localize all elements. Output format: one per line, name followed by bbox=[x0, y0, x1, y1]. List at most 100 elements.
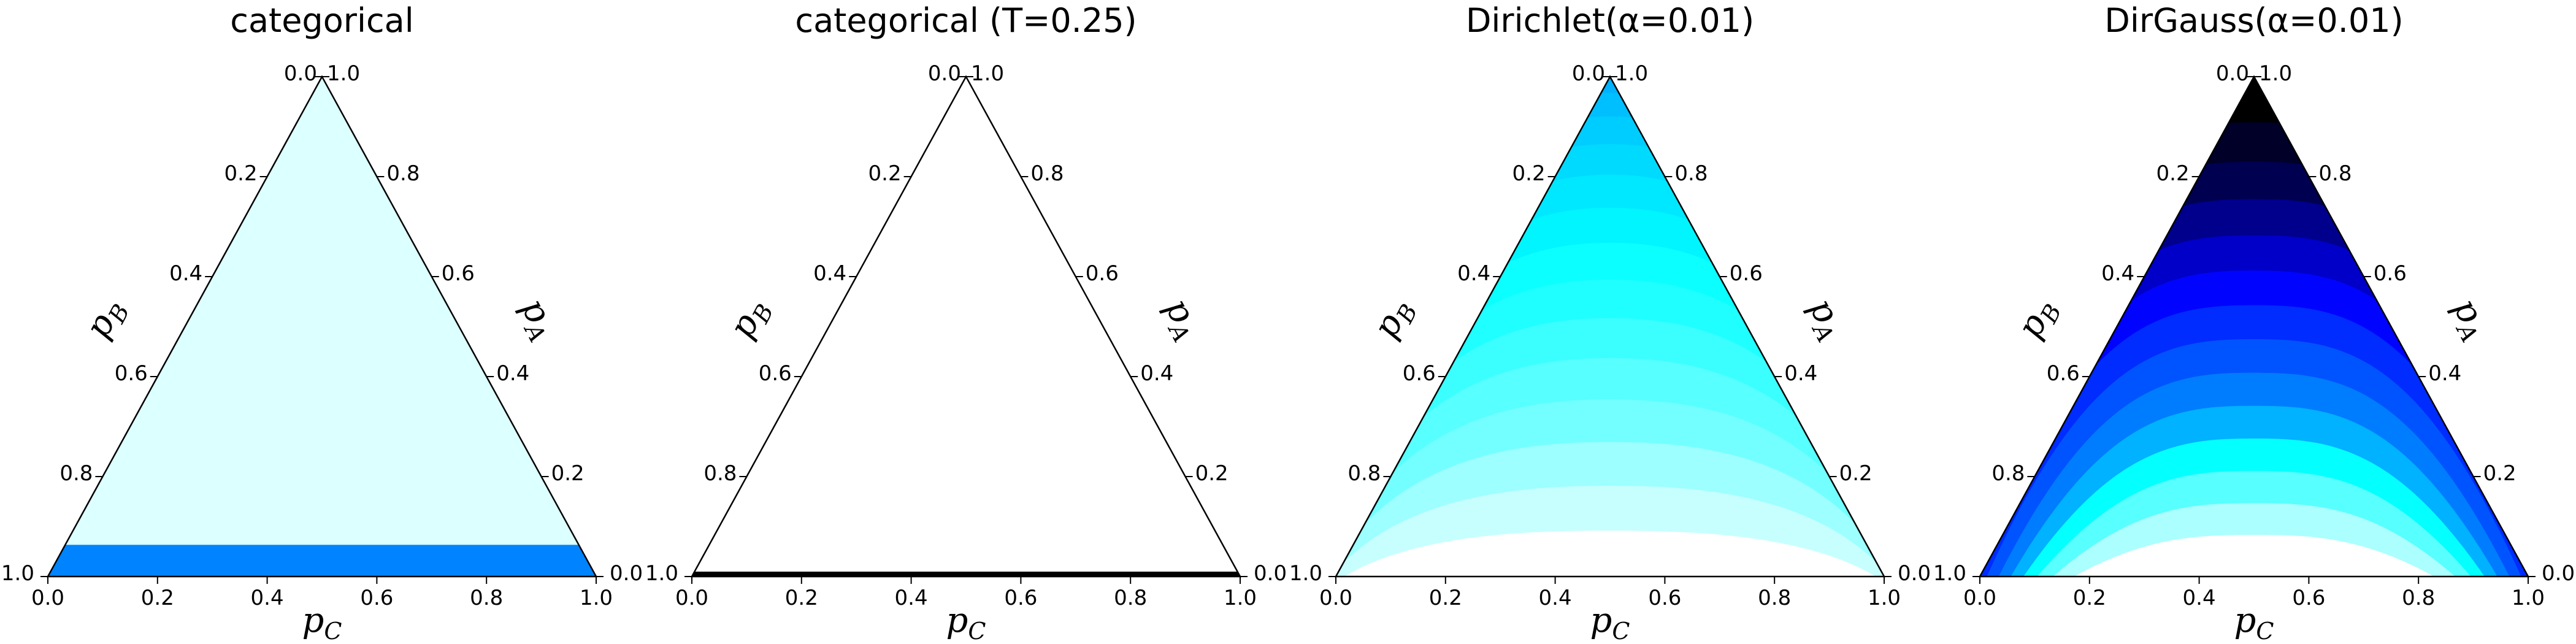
tick-label-bottom: 0.2 bbox=[785, 586, 818, 610]
tick-label-bottom: 0.2 bbox=[1429, 586, 1462, 610]
tick-label-bottom: 0.8 bbox=[2402, 586, 2435, 610]
tick-label-bottom: 0.4 bbox=[2183, 586, 2216, 610]
tick-label-left: 0.4 bbox=[169, 261, 202, 286]
axis-label-bottom: pC bbox=[946, 600, 986, 644]
tick-label-right: 0.6 bbox=[442, 261, 475, 286]
tick-label-left: 0.0 bbox=[1572, 61, 1605, 86]
tick-label-right: 1.0 bbox=[1615, 61, 1648, 86]
axis-label-right: pA bbox=[1797, 292, 1854, 347]
panel-title: categorical bbox=[230, 1, 413, 40]
tick-label-right: 0.2 bbox=[2483, 461, 2517, 486]
simplex-outline bbox=[690, 75, 1242, 578]
tick-label-left: 0.4 bbox=[2101, 261, 2134, 286]
simplex-outline bbox=[46, 75, 598, 578]
tick-label-right: 0.6 bbox=[1730, 261, 1763, 286]
tick-label-bottom: 0.2 bbox=[141, 586, 174, 610]
tick-label-left: 0.2 bbox=[224, 161, 258, 186]
tick-label-left: 0.6 bbox=[115, 361, 148, 386]
tick-label-right: 0.0 bbox=[2542, 561, 2575, 586]
axis-label-right: pA bbox=[1153, 292, 1210, 347]
tick-label-right: 0.0 bbox=[610, 561, 643, 586]
axis-label-bottom: pC bbox=[2234, 600, 2274, 644]
tick-label-left: 0.6 bbox=[759, 361, 792, 386]
tick-label-right: 0.8 bbox=[1030, 161, 1064, 186]
tick-label-bottom: 0.8 bbox=[1758, 586, 1791, 610]
panel-title: Dirichlet(α=0.01) bbox=[1466, 1, 1754, 40]
axis-label-bottom: pC bbox=[302, 600, 342, 644]
tick-label-right: 0.4 bbox=[1784, 361, 1817, 386]
axis-label-bottom: pC bbox=[1590, 600, 1630, 644]
panel-title: categorical (T=0.25) bbox=[795, 1, 1137, 40]
tick-label-bottom: 1.0 bbox=[1224, 586, 1257, 610]
tick-label-left: 1.0 bbox=[1289, 561, 1322, 586]
ternary-panel-4: DirGauss(α=0.01)0.0 0.2 0.4 0.6 0.8 1.00.00.2… bbox=[1933, 1, 2575, 644]
tick-label-right: 0.2 bbox=[1195, 461, 1229, 486]
tick-label-bottom: 1.0 bbox=[1868, 586, 1901, 610]
tick-label-left: 0.8 bbox=[59, 461, 93, 486]
tick-label-left: 0.6 bbox=[2047, 361, 2080, 386]
tick-label-left: 0.8 bbox=[1347, 461, 1381, 486]
tick-label-left: 0.6 bbox=[1403, 361, 1436, 386]
tick-label-left: 0.2 bbox=[1512, 161, 1546, 186]
tick-label-right: 0.8 bbox=[386, 161, 420, 186]
tick-label-bottom: 0.0 bbox=[675, 586, 708, 610]
tick-label-right: 0.0 bbox=[1254, 561, 1287, 586]
ternary-panel-3: Dirichlet(α=0.01)0.0 0.2 0.4 0.6 0.8 1.00.00.… bbox=[1289, 1, 1931, 644]
tick-label-bottom: 0.4 bbox=[1539, 586, 1572, 610]
axis-label-left: pB bbox=[2009, 291, 2067, 347]
tick-label-bottom: 0.6 bbox=[2292, 586, 2325, 610]
tick-label-bottom: 0.2 bbox=[2073, 586, 2106, 610]
tick-label-right: 0.4 bbox=[496, 361, 529, 386]
axis-label-left: pB bbox=[1365, 291, 1423, 347]
tick-label-left: 0.0 bbox=[284, 61, 317, 86]
contour-band bbox=[2043, 535, 2465, 577]
tick-label-right: 0.8 bbox=[2318, 161, 2352, 186]
tick-label-left: 1.0 bbox=[645, 561, 678, 586]
tick-label-right: 0.2 bbox=[551, 461, 585, 486]
tick-label-bottom: 0.0 bbox=[1319, 586, 1352, 610]
panel-title: DirGauss(α=0.01) bbox=[2104, 1, 2403, 40]
axis-label-right: pA bbox=[2441, 292, 2498, 347]
tick-label-right: 1.0 bbox=[971, 61, 1004, 86]
axis-label-right: pA bbox=[509, 292, 566, 347]
tick-label-right: 1.0 bbox=[2259, 61, 2292, 86]
tick-label-bottom: 0.8 bbox=[470, 586, 503, 610]
ternary-panel-2: categorical (T=0.25)0.0 0.2 0.4 0.6 0.8 1.00.… bbox=[645, 1, 1287, 644]
tick-label-left: 0.8 bbox=[703, 461, 737, 486]
contour-band bbox=[692, 77, 1240, 572]
tick-label-left: 0.4 bbox=[1457, 261, 1490, 286]
tick-label-right: 0.4 bbox=[1140, 361, 1173, 386]
tick-label-right: 0.2 bbox=[1839, 461, 1873, 486]
contour-band bbox=[1336, 531, 1884, 577]
tick-label-bottom: 0.4 bbox=[251, 586, 284, 610]
tick-label-left: 0.0 bbox=[2216, 61, 2249, 86]
tick-label-right: 0.6 bbox=[2374, 261, 2407, 286]
tick-label-right: 0.4 bbox=[2428, 361, 2461, 386]
tick-label-bottom: 0.6 bbox=[1648, 586, 1681, 610]
tick-label-left: 0.2 bbox=[868, 161, 902, 186]
axis-label-left: pB bbox=[77, 291, 135, 347]
tick-label-left: 0.2 bbox=[2156, 161, 2190, 186]
tick-label-bottom: 1.0 bbox=[2512, 586, 2545, 610]
tick-label-left: 0.0 bbox=[928, 61, 961, 86]
tick-label-bottom: 0.0 bbox=[31, 586, 64, 610]
tick-label-bottom: 0.6 bbox=[360, 586, 393, 610]
density-contours bbox=[692, 77, 1240, 577]
density-contours bbox=[48, 77, 596, 577]
simplex-outline bbox=[1978, 75, 2530, 578]
tick-label-left: 1.0 bbox=[1933, 561, 1966, 586]
tick-label-bottom: 1.0 bbox=[580, 586, 613, 610]
axis-label-left: pB bbox=[721, 291, 779, 347]
tick-label-left: 1.0 bbox=[1, 561, 34, 586]
tick-label-bottom: 0.8 bbox=[1114, 586, 1147, 610]
tick-label-right: 0.6 bbox=[1086, 261, 1119, 286]
tick-label-bottom: 0.6 bbox=[1004, 586, 1037, 610]
tick-label-right: 0.0 bbox=[1898, 561, 1931, 586]
tick-label-bottom: 0.0 bbox=[1963, 586, 1996, 610]
simplex-outline bbox=[1334, 75, 1886, 578]
tick-label-bottom: 0.4 bbox=[895, 586, 928, 610]
tick-label-right: 1.0 bbox=[327, 61, 360, 86]
tick-label-right: 0.8 bbox=[1674, 161, 1708, 186]
